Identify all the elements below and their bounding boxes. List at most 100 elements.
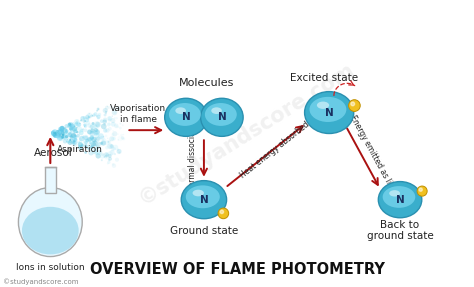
Circle shape	[70, 135, 73, 139]
Circle shape	[70, 123, 73, 125]
Circle shape	[54, 134, 57, 137]
Circle shape	[68, 122, 73, 127]
Circle shape	[70, 134, 73, 138]
Circle shape	[105, 106, 109, 110]
Circle shape	[74, 123, 78, 126]
Circle shape	[90, 146, 93, 149]
Text: OVERVIEW OF FLAME PHOTOMETRY: OVERVIEW OF FLAME PHOTOMETRY	[90, 262, 384, 277]
Circle shape	[111, 115, 113, 117]
Circle shape	[108, 154, 111, 158]
Circle shape	[80, 129, 83, 132]
Circle shape	[68, 123, 71, 126]
Circle shape	[91, 128, 92, 129]
Circle shape	[98, 113, 101, 116]
Circle shape	[118, 139, 119, 141]
Circle shape	[72, 137, 76, 141]
Circle shape	[51, 132, 56, 137]
Circle shape	[97, 108, 99, 110]
Ellipse shape	[164, 98, 207, 136]
Circle shape	[70, 125, 75, 129]
Circle shape	[51, 131, 57, 136]
Circle shape	[117, 149, 121, 154]
Circle shape	[73, 138, 75, 140]
Circle shape	[92, 149, 97, 154]
Text: ©studyandscore.com: ©studyandscore.com	[3, 278, 79, 285]
Circle shape	[84, 141, 88, 144]
Circle shape	[55, 132, 58, 136]
Circle shape	[74, 129, 78, 132]
Circle shape	[51, 131, 55, 135]
Circle shape	[62, 131, 66, 135]
Circle shape	[82, 128, 84, 130]
Circle shape	[73, 135, 76, 139]
Circle shape	[109, 105, 113, 109]
Circle shape	[83, 135, 89, 140]
Circle shape	[54, 134, 57, 138]
Circle shape	[89, 139, 90, 141]
Circle shape	[59, 129, 63, 133]
Circle shape	[108, 141, 109, 143]
Circle shape	[70, 131, 73, 134]
Circle shape	[115, 125, 118, 128]
Circle shape	[65, 131, 67, 133]
Circle shape	[82, 120, 86, 123]
Circle shape	[93, 125, 98, 129]
Circle shape	[105, 135, 107, 137]
Circle shape	[78, 141, 82, 146]
Circle shape	[52, 133, 55, 136]
Circle shape	[91, 122, 94, 125]
Circle shape	[73, 133, 76, 136]
Circle shape	[86, 121, 90, 125]
Circle shape	[112, 131, 118, 136]
Circle shape	[76, 134, 80, 137]
Circle shape	[79, 146, 82, 150]
Circle shape	[97, 108, 100, 111]
Circle shape	[94, 150, 96, 152]
Circle shape	[83, 123, 86, 126]
Circle shape	[94, 128, 98, 132]
Circle shape	[53, 133, 57, 137]
Circle shape	[110, 144, 114, 148]
Circle shape	[100, 136, 104, 141]
Circle shape	[76, 127, 78, 129]
Circle shape	[108, 159, 110, 161]
Ellipse shape	[378, 182, 422, 218]
Circle shape	[54, 132, 57, 134]
Circle shape	[87, 123, 91, 128]
Circle shape	[63, 139, 67, 144]
Text: Heat energy absorbed: Heat energy absorbed	[238, 120, 310, 180]
Circle shape	[94, 137, 100, 143]
Circle shape	[111, 137, 116, 141]
Circle shape	[104, 154, 109, 160]
Circle shape	[105, 113, 107, 114]
Circle shape	[97, 115, 98, 117]
Circle shape	[79, 131, 83, 135]
Circle shape	[58, 130, 62, 134]
Circle shape	[87, 137, 92, 142]
Ellipse shape	[205, 103, 237, 126]
Circle shape	[87, 113, 92, 117]
Circle shape	[73, 143, 74, 144]
Circle shape	[100, 142, 103, 145]
Circle shape	[69, 139, 73, 144]
Circle shape	[91, 122, 95, 125]
Circle shape	[74, 135, 77, 137]
Circle shape	[65, 135, 68, 138]
Circle shape	[70, 125, 75, 130]
Circle shape	[69, 133, 71, 135]
Circle shape	[73, 122, 74, 123]
Circle shape	[417, 186, 427, 196]
Circle shape	[80, 149, 82, 151]
Circle shape	[87, 144, 90, 147]
Text: Vaporisation
in flame: Vaporisation in flame	[110, 104, 166, 123]
Circle shape	[94, 151, 98, 155]
Circle shape	[88, 116, 90, 118]
Circle shape	[118, 136, 123, 141]
Circle shape	[59, 126, 64, 132]
Circle shape	[64, 136, 69, 141]
Ellipse shape	[383, 186, 415, 208]
Circle shape	[118, 127, 119, 128]
Circle shape	[61, 134, 66, 139]
Ellipse shape	[305, 92, 354, 133]
Circle shape	[69, 138, 75, 144]
